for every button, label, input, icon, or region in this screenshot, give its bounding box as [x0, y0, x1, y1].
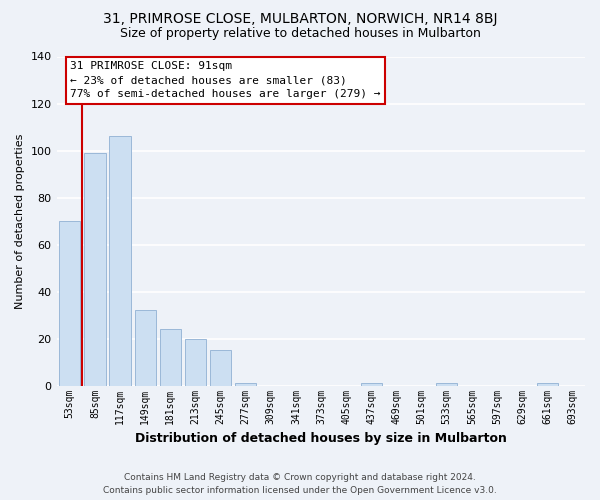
- Bar: [59, 221, 80, 386]
- Bar: [185, 338, 206, 386]
- Text: 31, PRIMROSE CLOSE, MULBARTON, NORWICH, NR14 8BJ: 31, PRIMROSE CLOSE, MULBARTON, NORWICH, …: [103, 12, 497, 26]
- Y-axis label: Number of detached properties: Number of detached properties: [15, 134, 25, 309]
- Bar: [134, 310, 156, 386]
- Text: Contains HM Land Registry data © Crown copyright and database right 2024.
Contai: Contains HM Land Registry data © Crown c…: [103, 474, 497, 495]
- Bar: [436, 384, 457, 386]
- Bar: [235, 384, 256, 386]
- Bar: [160, 329, 181, 386]
- Text: 31 PRIMROSE CLOSE: 91sqm
← 23% of detached houses are smaller (83)
77% of semi-d: 31 PRIMROSE CLOSE: 91sqm ← 23% of detach…: [70, 61, 381, 99]
- Bar: [536, 384, 558, 386]
- Text: Size of property relative to detached houses in Mulbarton: Size of property relative to detached ho…: [119, 28, 481, 40]
- Bar: [210, 350, 231, 386]
- Bar: [84, 153, 106, 386]
- Bar: [361, 384, 382, 386]
- X-axis label: Distribution of detached houses by size in Mulbarton: Distribution of detached houses by size …: [135, 432, 507, 445]
- Bar: [109, 136, 131, 386]
